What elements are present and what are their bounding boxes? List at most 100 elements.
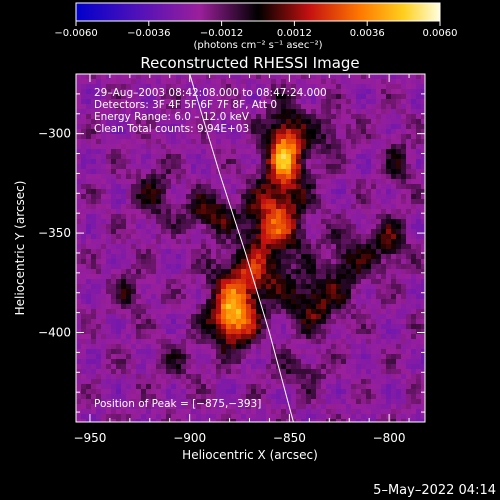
heatmap-cell bbox=[381, 164, 387, 170]
heatmap-cell bbox=[381, 344, 387, 350]
heatmap-cell bbox=[206, 109, 212, 115]
heatmap-cell bbox=[416, 389, 422, 395]
heatmap-cell bbox=[326, 149, 332, 155]
heatmap-cell bbox=[236, 399, 242, 405]
heatmap-cell bbox=[371, 84, 377, 90]
heatmap-cell bbox=[411, 74, 417, 80]
heatmap-cell bbox=[161, 94, 167, 100]
heatmap-cell bbox=[146, 149, 152, 155]
heatmap-cell bbox=[361, 259, 367, 265]
x-tick-label: −950 bbox=[73, 431, 106, 445]
heatmap-cell bbox=[126, 264, 132, 270]
heatmap-cell bbox=[151, 269, 157, 275]
heatmap-cell bbox=[416, 414, 422, 420]
heatmap-cell bbox=[161, 169, 167, 175]
heatmap-cell bbox=[346, 389, 352, 395]
heatmap-cell bbox=[266, 334, 272, 340]
heatmap-cell bbox=[416, 264, 422, 270]
heatmap-cell bbox=[96, 159, 102, 165]
heatmap-cell bbox=[306, 404, 312, 410]
heatmap-cell bbox=[211, 74, 217, 80]
heatmap-cell bbox=[271, 259, 277, 265]
heatmap-cell bbox=[396, 314, 402, 320]
heatmap-cell bbox=[161, 359, 167, 365]
heatmap-cell bbox=[241, 189, 247, 195]
heatmap-cell bbox=[171, 399, 177, 405]
heatmap-cell bbox=[156, 99, 162, 105]
heatmap-cell bbox=[116, 379, 122, 385]
heatmap-cell bbox=[231, 129, 237, 135]
heatmap-cell bbox=[126, 304, 132, 310]
heatmap-cell bbox=[161, 269, 167, 275]
heatmap-cell bbox=[296, 89, 302, 95]
heatmap-cell bbox=[311, 244, 317, 250]
heatmap-cell bbox=[321, 194, 327, 200]
heatmap-cell bbox=[256, 354, 262, 360]
heatmap-cell bbox=[386, 274, 392, 280]
heatmap-cell bbox=[331, 104, 337, 110]
heatmap-cell bbox=[341, 284, 347, 290]
heatmap-cell bbox=[111, 409, 117, 415]
heatmap-cell bbox=[386, 144, 392, 150]
heatmap-cell bbox=[396, 244, 402, 250]
heatmap-cell bbox=[271, 104, 277, 110]
heatmap-cell bbox=[171, 219, 177, 225]
heatmap-cell bbox=[116, 404, 122, 410]
heatmap-cell bbox=[76, 189, 82, 195]
heatmap-cell bbox=[131, 329, 137, 335]
heatmap-cell bbox=[391, 309, 397, 315]
heatmap-cell bbox=[146, 89, 152, 95]
heatmap-cell bbox=[76, 314, 82, 320]
heatmap-cell bbox=[266, 99, 272, 105]
heatmap-cell bbox=[251, 309, 257, 315]
heatmap-cell bbox=[401, 114, 407, 120]
heatmap-cell bbox=[376, 169, 382, 175]
heatmap-cell bbox=[161, 89, 167, 95]
heatmap-cell bbox=[166, 239, 172, 245]
heatmap-cell bbox=[81, 159, 87, 165]
heatmap-cell bbox=[246, 144, 252, 150]
heatmap-cell bbox=[226, 134, 232, 140]
heatmap-cell bbox=[311, 409, 317, 415]
heatmap-cell bbox=[101, 199, 107, 205]
heatmap-cell bbox=[156, 194, 162, 200]
heatmap-cell bbox=[296, 239, 302, 245]
heatmap-cell bbox=[406, 109, 412, 115]
heatmap-cell bbox=[166, 369, 172, 375]
heatmap-cell bbox=[136, 294, 142, 300]
heatmap-cell bbox=[161, 344, 167, 350]
heatmap-cell bbox=[196, 319, 202, 325]
heatmap-cell bbox=[181, 129, 187, 135]
heatmap-cell bbox=[316, 319, 322, 325]
heatmap-cell bbox=[351, 114, 357, 120]
heatmap-cell bbox=[296, 174, 302, 180]
heatmap-cell bbox=[401, 139, 407, 145]
heatmap-cell bbox=[411, 379, 417, 385]
heatmap-cell bbox=[351, 159, 357, 165]
heatmap-cell bbox=[216, 374, 222, 380]
heatmap-cell bbox=[261, 129, 267, 135]
heatmap-cell bbox=[381, 374, 387, 380]
heatmap-cell bbox=[261, 184, 267, 190]
heatmap-cell bbox=[311, 359, 317, 365]
heatmap-cell bbox=[321, 419, 327, 422]
heatmap-cell bbox=[86, 254, 92, 260]
heatmap-cell bbox=[121, 209, 127, 215]
heatmap-cell bbox=[361, 79, 367, 85]
heatmap-cell bbox=[286, 134, 292, 140]
heatmap-cell bbox=[256, 359, 262, 365]
heatmap-cell bbox=[316, 189, 322, 195]
heatmap-cell bbox=[406, 129, 412, 135]
heatmap-cell bbox=[171, 174, 177, 180]
heatmap-cell bbox=[136, 114, 142, 120]
heatmap-cell bbox=[81, 194, 87, 200]
heatmap-cell bbox=[381, 94, 387, 100]
heatmap-cell bbox=[411, 269, 417, 275]
heatmap-cell bbox=[241, 209, 247, 215]
heatmap-cell bbox=[306, 389, 312, 395]
heatmap-cell bbox=[196, 334, 202, 340]
heatmap-cell bbox=[181, 289, 187, 295]
heatmap-cell bbox=[161, 279, 167, 285]
heatmap-cell bbox=[281, 319, 287, 325]
heatmap-cell bbox=[416, 319, 422, 325]
